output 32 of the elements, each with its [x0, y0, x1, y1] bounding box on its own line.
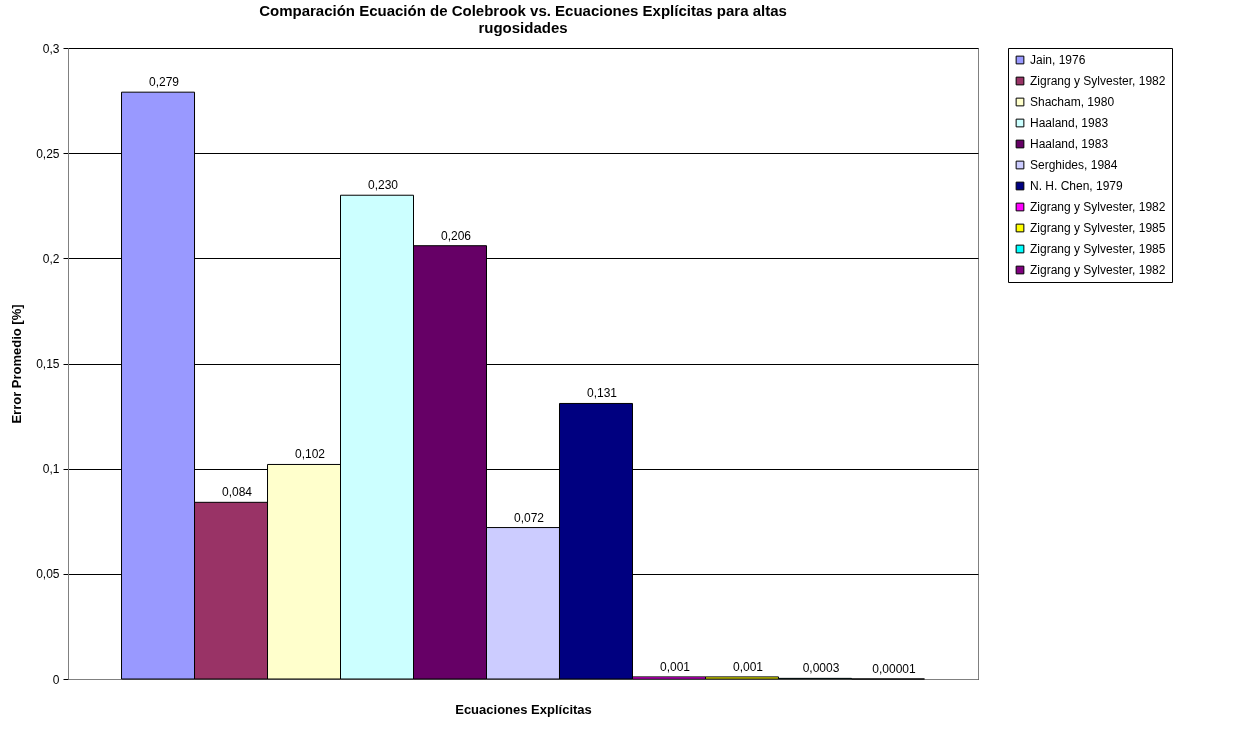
- legend-label: Zigrang y Sylvester, 1985: [1030, 242, 1166, 256]
- y-tick-label: 0,2: [42, 251, 60, 266]
- chart-title: Comparación Ecuación de Colebrook vs. Ecuaciones Explícitas para altas rugosidades: [259, 2, 787, 36]
- y-tick-label: 0,15: [36, 357, 60, 371]
- legend-label: Haaland, 1983: [1030, 137, 1109, 151]
- x-axis-title: Ecuaciones Explícitas: [455, 701, 592, 717]
- legend-label: Zigrang y Sylvester, 1982: [1030, 200, 1166, 214]
- legend-label: Zigrang y Sylvester, 1982: [1030, 263, 1166, 277]
- legend-label: Serghides, 1984: [1030, 158, 1118, 172]
- data-label: 0,072: [513, 510, 545, 525]
- y-axis-title: Error Promedio [%]: [9, 304, 25, 424]
- data-label: 0,131: [586, 386, 618, 401]
- data-label: 0,0003: [802, 661, 840, 676]
- legend-label: Haaland, 1983: [1030, 116, 1109, 130]
- data-label: 0,084: [222, 485, 253, 500]
- legend-label: Zigrang y Sylvester, 1985: [1030, 221, 1166, 235]
- y-tick-label: 0: [52, 672, 60, 687]
- y-tick-label: 0,05: [36, 567, 60, 582]
- y-tick-label: 0,25: [36, 146, 60, 161]
- y-tick-label: 0,1: [42, 462, 60, 477]
- legend-label: N. H. Chen, 1979: [1030, 179, 1124, 193]
- y-tick-label: 0,3: [42, 41, 60, 56]
- data-label: 0,00001: [872, 661, 916, 676]
- data-label: 0,230: [368, 178, 399, 193]
- data-label: 0,102: [295, 447, 326, 462]
- data-label: 0,206: [440, 228, 472, 243]
- legend-label: Shacham, 1980: [1030, 95, 1115, 109]
- legend-label: Zigrang y Sylvester, 1982: [1030, 74, 1166, 88]
- data-label: 0,279: [149, 75, 180, 90]
- legend-label: Jain, 1976: [1030, 53, 1086, 67]
- data-label: 0,001: [732, 659, 764, 674]
- data-label: 0,001: [659, 659, 691, 674]
